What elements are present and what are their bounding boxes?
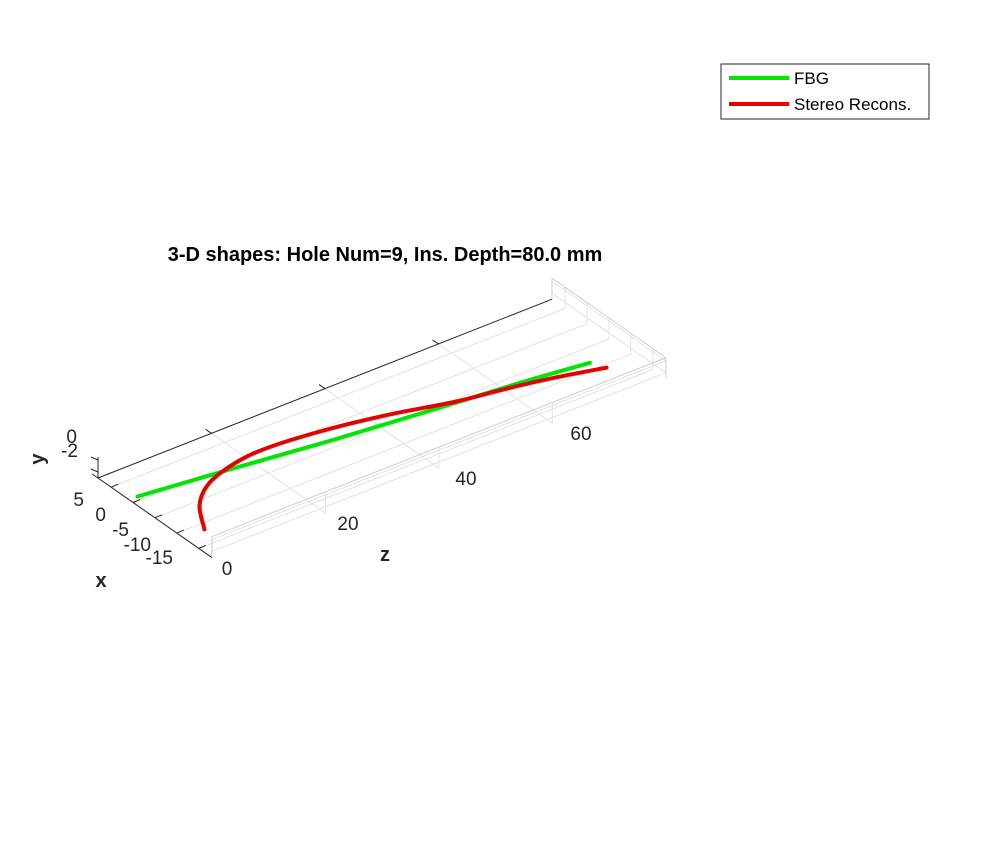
- x-tick-mark: [198, 544, 206, 549]
- chart-title: 3-D shapes: Hole Num=9, Ins. Depth=80.0 …: [168, 244, 603, 266]
- x-tick-mark: [176, 529, 185, 534]
- grid-line: [110, 307, 566, 488]
- z-tick-mark: [432, 339, 439, 345]
- y-tick-label: -2: [61, 441, 78, 462]
- box-edge: [211, 357, 667, 538]
- x-tick-mark: [154, 514, 163, 519]
- grid-line: [132, 323, 588, 503]
- z-tick-label: 60: [570, 424, 591, 445]
- z-axis-label: z: [380, 544, 390, 566]
- z-tick-label: 0: [222, 559, 233, 580]
- legend: FBG Stereo Recons.: [720, 63, 930, 120]
- legend-label-stereo-recons: Stereo Recons.: [794, 95, 911, 114]
- grid-line: [176, 353, 632, 534]
- series-line-stereo-recons: [197, 365, 609, 532]
- x-tick-mark: [110, 483, 119, 488]
- grid-line: [551, 292, 667, 374]
- grid-line: [198, 369, 653, 549]
- box-edge: [551, 277, 667, 359]
- grid-line: [211, 360, 667, 541]
- x-tick-mark: [132, 499, 141, 503]
- y-tick-mark: [90, 456, 99, 461]
- x-tick-labels: 5 0 -5 -10 -15: [73, 490, 173, 569]
- z-tick-mark: [91, 473, 99, 479]
- grid-line: [551, 280, 667, 362]
- z-tick-label: 40: [455, 469, 476, 490]
- y-axis-label: y: [27, 453, 49, 465]
- x-axis-label: x: [95, 570, 106, 592]
- x-tick-label: 5: [73, 490, 84, 511]
- x-tick-label: -5: [112, 520, 129, 541]
- y-tick-label: 0: [66, 427, 77, 448]
- legend-box: [720, 63, 930, 120]
- y-tick-mark: [90, 468, 99, 473]
- x-tick-label: -10: [124, 535, 151, 556]
- z-tick-label: 20: [337, 514, 358, 535]
- grid-line: [154, 338, 610, 519]
- legend-label-fbg: FBG: [794, 69, 829, 88]
- z-tick-mark: [205, 428, 212, 434]
- x-tick-label: -15: [146, 548, 173, 569]
- z-tick-labels: 0 20 40 60: [222, 424, 592, 580]
- tick-marks: [90, 339, 439, 549]
- z-tick-mark: [318, 384, 326, 390]
- grid-line: [211, 372, 667, 553]
- plot-series: [135, 360, 609, 532]
- x-tick-label: 0: [95, 505, 106, 526]
- y-tick-labels: 0 -2: [61, 427, 78, 462]
